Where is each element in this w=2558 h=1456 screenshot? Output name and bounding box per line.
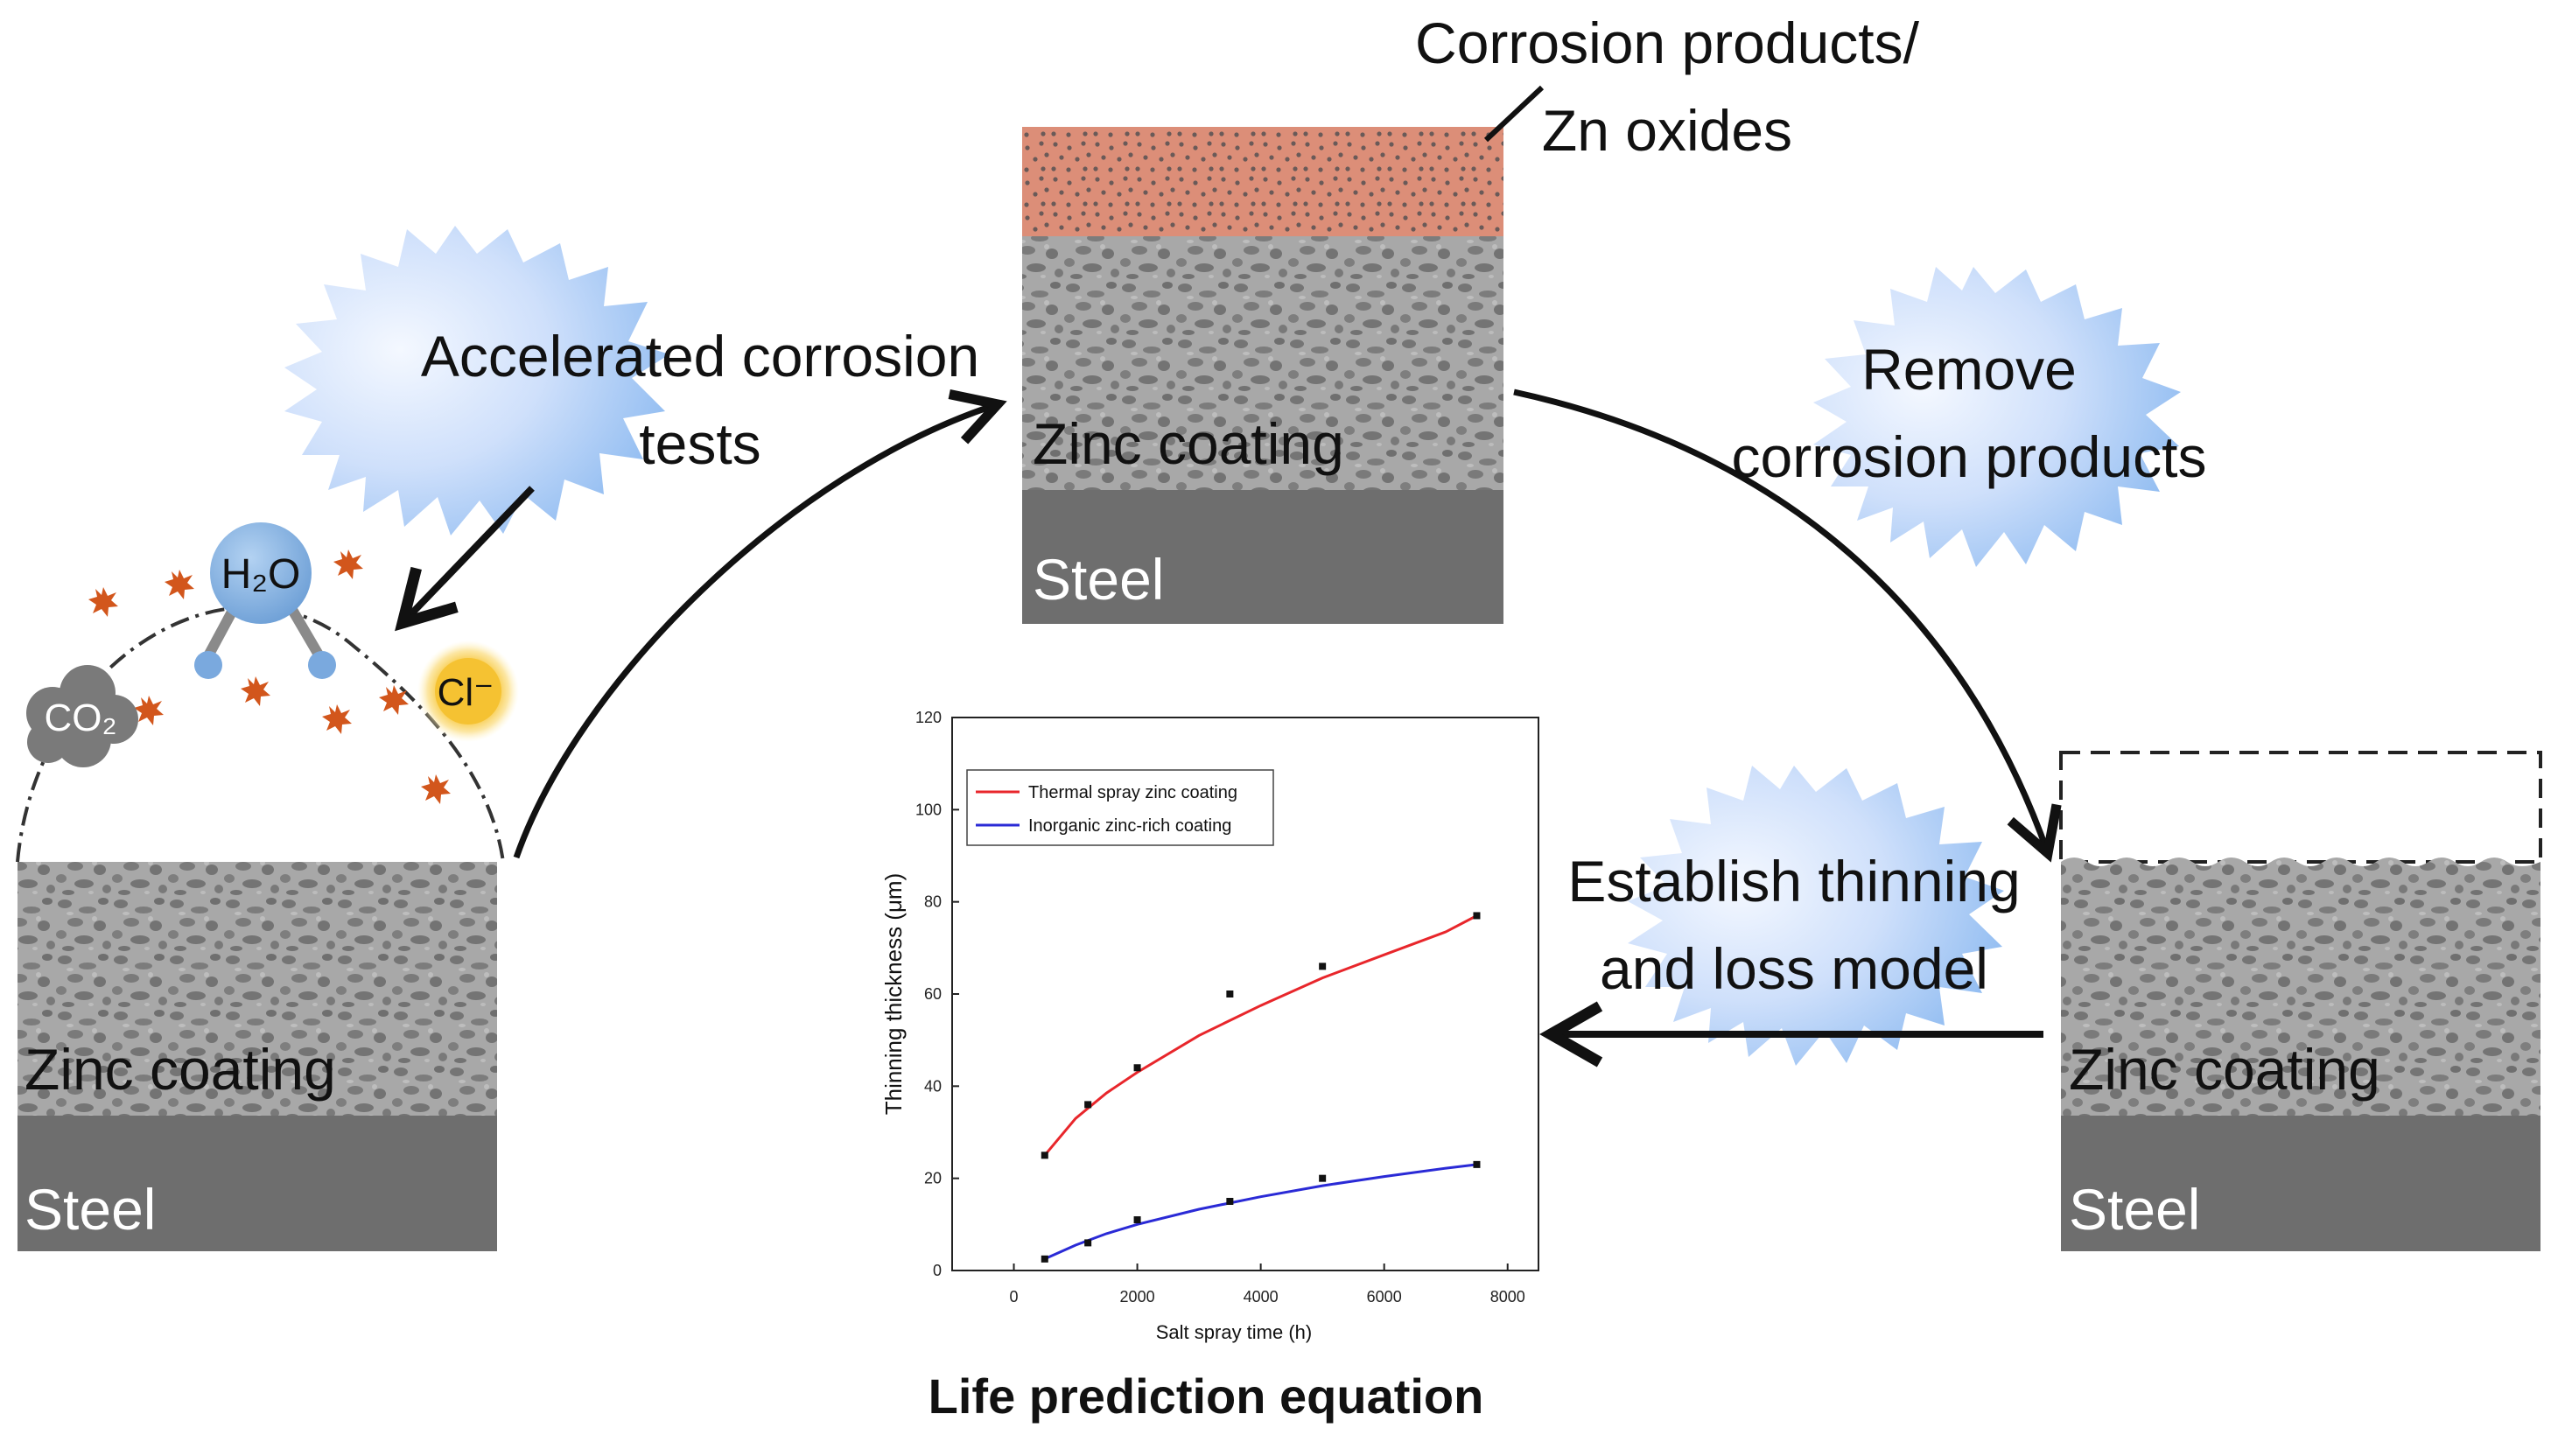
h2o-label: H₂O xyxy=(221,551,301,598)
right-steel-layer xyxy=(2061,1116,2540,1251)
series-2-data-point xyxy=(1226,1198,1234,1205)
x-tick-label: 4000 xyxy=(1244,1288,1279,1306)
top-zinc-coating-label: Zinc coating xyxy=(1033,411,1344,476)
series-1-data-point xyxy=(1084,1101,1092,1109)
particle-icon xyxy=(88,587,118,617)
corrosion-products-label-line2: Zn oxides xyxy=(1542,98,1792,163)
y-tick-label: 40 xyxy=(924,1077,942,1095)
accelerated-tests-line1: Accelerated corrosion xyxy=(421,324,979,388)
remove-products-line2: corrosion products xyxy=(1732,424,2207,489)
series-1-data-point xyxy=(1319,962,1327,970)
top-zinc-coating-layer xyxy=(1022,236,1503,490)
particle-icon xyxy=(165,570,194,599)
series-1-data-point xyxy=(1473,912,1481,920)
cloud-shape xyxy=(1813,267,2181,567)
series-2-data-point xyxy=(1133,1216,1141,1224)
h2o-molecule-icon: H₂O xyxy=(194,522,336,679)
y-tick-label: 80 xyxy=(924,893,942,911)
left-steel-layer xyxy=(18,1116,497,1251)
arrow-to-environment xyxy=(395,486,535,632)
y-tick-label: 0 xyxy=(933,1262,942,1279)
chart-legend: Thermal spray zinc coating Inorganic zinc… xyxy=(966,769,1274,846)
right-steel-label: Steel xyxy=(2069,1177,2200,1242)
series-1-data-point xyxy=(1226,990,1234,998)
series-2-data-point xyxy=(1084,1239,1092,1247)
left-sample-block: Zinc coating Steel xyxy=(18,862,497,1251)
corroded-sample-block: Zinc coating Steel xyxy=(1022,127,1503,624)
legend-label: Thermal spray zinc coating xyxy=(1028,783,1237,802)
cleaned-sample-block: Zinc coating Steel xyxy=(2059,751,2542,1251)
co2-label: CO₂ xyxy=(44,696,116,739)
y-tick-label: 120 xyxy=(915,709,942,726)
x-tick-label: 2000 xyxy=(1120,1288,1155,1306)
remove-products-cloud: Remove corrosion products xyxy=(1732,267,2207,567)
top-steel-layer xyxy=(1022,490,1503,624)
arrow-to-cleaned-sample xyxy=(1513,388,2062,863)
accelerated-tests-cloud: Accelerated corrosion tests xyxy=(284,226,979,536)
remove-products-line1: Remove xyxy=(1861,337,2077,402)
x-tick-label: 8000 xyxy=(1490,1288,1525,1306)
cloud-shape xyxy=(284,226,669,536)
top-steel-label: Steel xyxy=(1033,547,1164,612)
legend-label: Inorganic zinc-rich coating xyxy=(1028,816,1231,836)
left-zinc-coating-layer xyxy=(18,862,497,1116)
lost-thickness-outline xyxy=(2059,751,2542,864)
left-steel-label: Steel xyxy=(25,1177,156,1242)
y-tick-label: 100 xyxy=(915,801,942,818)
series-2-data-point xyxy=(1041,1255,1048,1263)
thinning-chart: 0 2000 4000 6000 8000 0 20 40 60 80 100 120 Thermal… xyxy=(880,709,1539,1343)
establish-model-line2: and loss model xyxy=(1600,936,1988,1001)
life-prediction-caption: Life prediction equation xyxy=(929,1368,1484,1424)
particle-icon xyxy=(241,676,270,706)
particle-icon xyxy=(421,774,451,804)
right-zinc-coating-layer xyxy=(2061,858,2540,1116)
y-tick-label: 20 xyxy=(924,1170,942,1187)
y-tick-label: 60 xyxy=(924,985,942,1003)
x-tick-label: 0 xyxy=(1010,1288,1019,1306)
co2-cloud-icon: CO₂ xyxy=(26,665,138,767)
series-2-data-point xyxy=(1473,1160,1481,1168)
corrosion-products-label-line1: Corrosion products/ xyxy=(1415,10,1920,75)
accelerated-tests-line2: tests xyxy=(639,411,760,476)
corrosion-callout-line xyxy=(1483,85,1545,143)
corrosion-products-layer xyxy=(1022,127,1503,236)
establish-model-line1: Establish thinning xyxy=(1567,849,2020,914)
series-1-data-point xyxy=(1133,1064,1141,1072)
legend-box xyxy=(966,769,1274,846)
right-zinc-coating-label: Zinc coating xyxy=(2069,1037,2380,1102)
chart-ticks: 0 2000 4000 6000 8000 0 20 40 60 80 100 120 xyxy=(915,709,1525,1306)
chart-x-axis-label: Salt spray time (h) xyxy=(1156,1321,1313,1343)
establish-model-cloud: Establish thinning and loss model xyxy=(1567,766,2021,1066)
series-2-data-point xyxy=(1319,1174,1327,1182)
particle-icon xyxy=(322,704,352,734)
x-tick-label: 6000 xyxy=(1367,1288,1402,1306)
chloride-ion-icon: Cl⁻ xyxy=(417,640,519,742)
cl-label: Cl⁻ xyxy=(438,671,494,714)
chart-data-points xyxy=(1041,912,1481,1263)
chart-y-axis-label: Thinning thickness (μm) xyxy=(880,873,907,1116)
series-1-data-point xyxy=(1041,1152,1048,1159)
cloud-shape xyxy=(1628,766,2004,1066)
particle-icon xyxy=(333,550,363,579)
arrow-to-corrosion-test xyxy=(513,389,1007,859)
particle-icon xyxy=(134,696,164,725)
left-zinc-coating-label: Zinc coating xyxy=(25,1037,336,1102)
